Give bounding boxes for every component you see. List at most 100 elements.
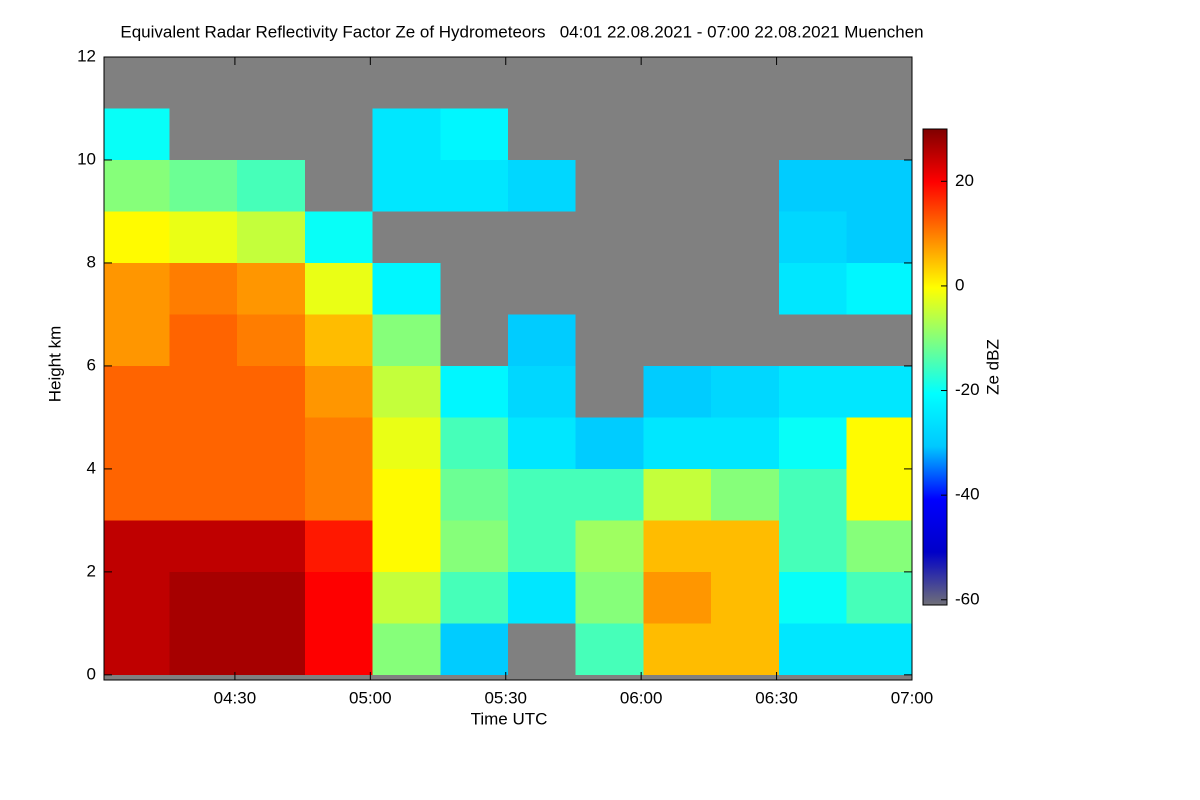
heatmap-cell bbox=[711, 468, 779, 521]
heatmap-cell bbox=[104, 417, 170, 469]
y-tick-label: 10 bbox=[77, 149, 96, 168]
heatmap-cell bbox=[643, 520, 712, 572]
heatmap-cell bbox=[575, 571, 644, 624]
heatmap-cell bbox=[372, 520, 441, 572]
heatmap-cell bbox=[643, 468, 712, 521]
heatmap-cell bbox=[304, 571, 373, 624]
colorbar bbox=[922, 128, 948, 606]
heatmap-cell bbox=[169, 262, 238, 315]
heatmap-cell bbox=[711, 365, 779, 418]
heatmap-cell bbox=[643, 365, 712, 418]
heatmap-cell bbox=[237, 211, 305, 263]
x-tick-label: 04:30 bbox=[214, 688, 257, 707]
heatmap-cell bbox=[440, 365, 508, 418]
heatmap-cell bbox=[237, 571, 305, 624]
colorbar-label: Ze dBZ bbox=[983, 339, 1002, 395]
heatmap-cell bbox=[846, 159, 912, 212]
heatmap-cell bbox=[237, 520, 305, 572]
heatmap-cell bbox=[372, 159, 441, 212]
heatmap-cell bbox=[846, 262, 912, 315]
heatmap-cell bbox=[304, 365, 373, 418]
heatmap-cell bbox=[846, 211, 912, 263]
x-tick-label: 05:30 bbox=[484, 688, 527, 707]
heatmap-cell bbox=[846, 468, 912, 521]
heatmap-cell bbox=[237, 314, 305, 366]
heatmap-cell bbox=[778, 520, 847, 572]
y-tick-label: 0 bbox=[87, 664, 96, 683]
heatmap-cell bbox=[237, 365, 305, 418]
heatmap-cell bbox=[372, 571, 441, 624]
heatmap-cell bbox=[169, 417, 238, 469]
colorbar-tick-label: 20 bbox=[955, 171, 974, 190]
heatmap-cell bbox=[169, 159, 238, 212]
x-axis-label: Time UTC bbox=[471, 709, 548, 728]
heatmap-cell bbox=[169, 365, 238, 418]
x-tick-label: 06:30 bbox=[755, 688, 798, 707]
heatmap-cell bbox=[575, 417, 644, 469]
heatmap-cell bbox=[372, 417, 441, 469]
heatmap-cell bbox=[508, 571, 576, 624]
heatmap-cell bbox=[169, 211, 238, 263]
colorbar-tick-label: -20 bbox=[955, 380, 980, 399]
heatmap-cell bbox=[846, 571, 912, 624]
heatmap-cell bbox=[778, 623, 847, 675]
heatmap-cell bbox=[846, 365, 912, 418]
heatmap-cell bbox=[711, 571, 779, 624]
heatmap-cell bbox=[846, 623, 912, 675]
heatmap-cell bbox=[104, 365, 170, 418]
y-tick-label: 12 bbox=[77, 46, 96, 65]
heatmap-cell bbox=[846, 520, 912, 572]
heatmap-cell bbox=[440, 623, 508, 675]
heatmap-cell bbox=[304, 468, 373, 521]
x-tick-label: 06:00 bbox=[620, 688, 663, 707]
heatmap-cell bbox=[643, 417, 712, 469]
colorbar-tick-label: -40 bbox=[955, 485, 980, 504]
y-tick-label: 6 bbox=[87, 355, 96, 374]
heatmap-cell bbox=[104, 520, 170, 572]
heatmap-cell bbox=[237, 468, 305, 521]
heatmap-cell bbox=[237, 417, 305, 469]
heatmap-cell bbox=[508, 520, 576, 572]
heatmap-cell bbox=[104, 262, 170, 315]
heatmap-cell bbox=[440, 108, 508, 160]
heatmap-cell bbox=[372, 262, 441, 315]
heatmap-cell bbox=[304, 520, 373, 572]
heatmap-cell bbox=[169, 314, 238, 366]
heatmap-cell bbox=[304, 314, 373, 366]
heatmap-cell bbox=[508, 314, 576, 366]
y-axis-label: Height km bbox=[45, 326, 64, 403]
heatmap-cell bbox=[778, 571, 847, 624]
plot-frame bbox=[103, 56, 913, 681]
heatmap-cell bbox=[237, 159, 305, 212]
heatmap-cell bbox=[643, 623, 712, 675]
chart-title: Equivalent Radar Reflectivity Factor Ze … bbox=[120, 22, 923, 41]
heatmap-cell bbox=[104, 468, 170, 521]
heatmap-cell bbox=[778, 159, 847, 212]
colorbar-tick-label: 0 bbox=[955, 275, 964, 294]
heatmap-cell bbox=[440, 417, 508, 469]
heatmap-cell bbox=[169, 468, 238, 521]
heatmap-cell bbox=[372, 623, 441, 675]
heatmap-cell bbox=[440, 571, 508, 624]
heatmap-cell bbox=[508, 468, 576, 521]
heatmap-cell bbox=[104, 211, 170, 263]
heatmap-cell bbox=[575, 520, 644, 572]
heatmap-cell bbox=[237, 262, 305, 315]
heatmap-cell bbox=[304, 262, 373, 315]
y-tick-label: 4 bbox=[87, 458, 96, 477]
heatmap-cell bbox=[778, 211, 847, 263]
heatmap-cell bbox=[508, 159, 576, 212]
heatmap-cell bbox=[778, 365, 847, 418]
x-tick-label: 07:00 bbox=[891, 688, 934, 707]
heatmap-cell bbox=[104, 159, 170, 212]
heatmap-cell bbox=[304, 211, 373, 263]
heatmap-cell bbox=[372, 365, 441, 418]
heatmap-cell bbox=[711, 520, 779, 572]
heatmap-cell bbox=[508, 417, 576, 469]
heatmap-cell bbox=[372, 468, 441, 521]
heatmap-cell bbox=[104, 623, 170, 675]
x-tick-label: 05:00 bbox=[349, 688, 392, 707]
heatmap-cell bbox=[778, 417, 847, 469]
colorbar-tick-label: -60 bbox=[955, 589, 980, 608]
